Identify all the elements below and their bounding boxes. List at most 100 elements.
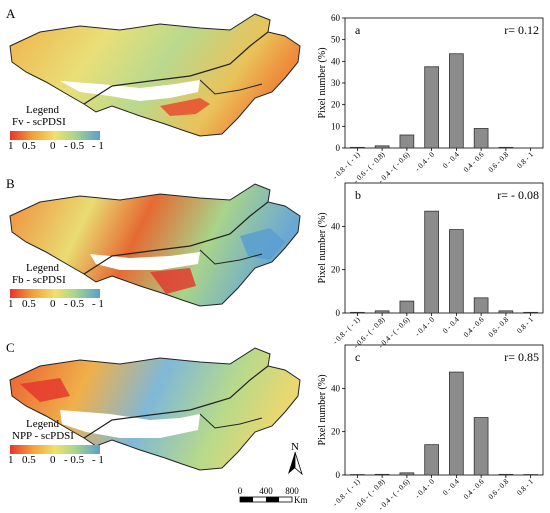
legend-title: Legend — [26, 104, 59, 116]
legend-tick: 1 — [8, 298, 14, 310]
map-legend: Legend Fv - scPDSI 1 0.5 0 - 0.5 - 1 — [8, 104, 108, 152]
histogram-bar — [399, 300, 415, 314]
x-tick-label: 0.8 - 1 — [515, 150, 535, 170]
x-tick-label: 0.4 - 0.6 — [461, 315, 485, 339]
map-panel-letter: B — [6, 176, 15, 191]
scale-tick: 400 — [259, 486, 273, 496]
map-panel-c: C Legend NPP - scPDSI 1 0.5 0 - 0.5 - 1 — [0, 340, 305, 510]
histogram-bar — [350, 146, 365, 149]
x-tick-label: 0 - 0.4 — [441, 477, 461, 497]
map-panel-a: A Legend Fv - scPDSI 1 0.5 0 - 0.5 - 1 — [0, 6, 305, 176]
y-axis-label: Pixel number (%) — [317, 374, 328, 445]
mongolia-border — [83, 31, 269, 105]
mongolian-plateau-region — [9, 183, 301, 307]
scale-tick: 800 — [285, 486, 299, 496]
histogram-bar — [374, 145, 390, 149]
plot-frame — [344, 17, 544, 149]
legend-tick: - 1 — [92, 454, 104, 466]
correlation-annotation: r= - 0.08 — [497, 188, 539, 202]
map-fv-scpdsi — [9, 13, 301, 137]
histogram-bar — [399, 134, 415, 149]
map-fb-scpdsi — [9, 183, 301, 307]
histogram-bar — [498, 310, 514, 314]
histogram-bar — [449, 53, 464, 149]
x-tick-label: - 0.4 - 0 — [413, 315, 436, 338]
panel-letter: c — [355, 350, 360, 364]
x-tick-label: - 0.4 - ( - 0.6) — [376, 150, 411, 185]
histogram-bar — [424, 444, 439, 476]
correlation-annotation: r= 0.85 — [504, 350, 539, 364]
red-patch — [20, 378, 70, 402]
histogram-bar — [424, 210, 439, 314]
panel-letter: b — [355, 188, 361, 202]
histogram-bar — [498, 473, 514, 476]
x-tick-label: - 0.4 - ( - 0.6) — [376, 315, 411, 350]
province-border — [199, 79, 263, 95]
legend-color-ramp — [10, 289, 100, 298]
y-tick-label: 50 — [331, 35, 341, 45]
map-npp-scpdsi — [9, 347, 301, 471]
map-legend: Legend NPP - scPDSI 1 0.5 0 - 0.5 - 1 — [8, 418, 108, 466]
legend-ticks: 1 0.5 0 - 0.5 - 1 — [8, 140, 108, 152]
legend-tick: 0.5 — [22, 454, 36, 466]
y-axis-label: Pixel number (%) — [317, 47, 328, 118]
y-axis-label: Pixel number (%) — [317, 212, 328, 283]
x-tick-label: 0 - 0.4 — [441, 315, 461, 335]
legend-tick: 0 — [50, 298, 56, 310]
legend-tick: 0 — [50, 454, 56, 466]
x-tick-label: 0.4 - 0.6 — [461, 477, 485, 501]
legend-ticks: 1 0.5 0 - 0.5 - 1 — [8, 298, 108, 310]
x-tick-label: 0.6 - 0.8 — [486, 150, 510, 174]
legend-tick: 1 — [8, 140, 14, 152]
legend-color-ramp — [10, 131, 100, 140]
mongolian-plateau-region — [9, 13, 301, 137]
histogram-bar — [399, 472, 415, 476]
north-label: N — [291, 441, 299, 453]
histogram-bar — [473, 128, 489, 149]
x-tick-label: 0.6 - 0.8 — [486, 315, 510, 339]
y-tick-label: 10 — [331, 121, 341, 131]
scale-unit: Km — [294, 495, 308, 505]
x-tick-label: 0.4 - 0.6 — [461, 150, 485, 174]
map-panel-b: B Legend Fb - scPDSI 1 0.5 0 - 0.5 - 1 — [0, 176, 305, 346]
histogram-bar — [523, 311, 538, 314]
histogram-bar — [473, 417, 489, 476]
plot-frame — [344, 344, 544, 476]
x-tick-label: 0.8 - 1 — [515, 477, 535, 497]
map-panel-letter: C — [6, 340, 15, 355]
legend-tick: 1 — [8, 454, 14, 466]
map-legend: Legend Fb - scPDSI 1 0.5 0 - 0.5 - 1 — [8, 262, 108, 310]
histogram-bar — [498, 146, 514, 149]
legend-tick: - 1 — [92, 298, 104, 310]
y-tick-label: 60 — [331, 13, 341, 23]
y-tick-label: 0 — [336, 143, 341, 153]
histogram-bar — [424, 66, 439, 149]
map-panel-letter: A — [6, 6, 16, 21]
plot-frame — [344, 182, 544, 314]
y-tick-label: 0 — [336, 470, 341, 480]
x-tick-label: 0.8 - 1 — [515, 315, 535, 335]
x-tick-label: - 0.6 - ( - 0.8) — [351, 150, 386, 185]
legend-tick: - 0.5 — [64, 140, 85, 152]
north-arrow-icon: N — [288, 441, 303, 476]
histogram-bar — [449, 229, 464, 314]
legend-color-ramp — [10, 445, 100, 454]
legend-subtitle: Fv - scPDSI — [12, 116, 66, 128]
histogram-bar — [374, 473, 390, 476]
legend-tick: - 0.5 — [64, 454, 85, 466]
scale-tick: 0 — [238, 486, 243, 496]
y-tick-label: 0 — [336, 308, 341, 318]
x-tick-label: - 0.6 - ( - 0.8) — [351, 477, 386, 512]
red-patch — [160, 98, 210, 116]
legend-tick: 0.5 — [22, 298, 36, 310]
mongolia-border — [83, 201, 269, 275]
y-tick-label: 40 — [331, 221, 341, 231]
y-tick-label: 20 — [331, 265, 341, 275]
x-tick-label: - 0.6 - ( - 0.8) — [351, 315, 386, 350]
y-tick-label: 40 — [331, 383, 341, 393]
y-tick-label: 20 — [331, 100, 341, 110]
x-tick-label: - 0.4 - ( - 0.6) — [376, 477, 411, 512]
y-tick-label: 20 — [331, 427, 341, 437]
correlation-annotation: r= 0.12 — [504, 23, 539, 37]
legend-subtitle: Fb - scPDSI — [12, 274, 66, 286]
